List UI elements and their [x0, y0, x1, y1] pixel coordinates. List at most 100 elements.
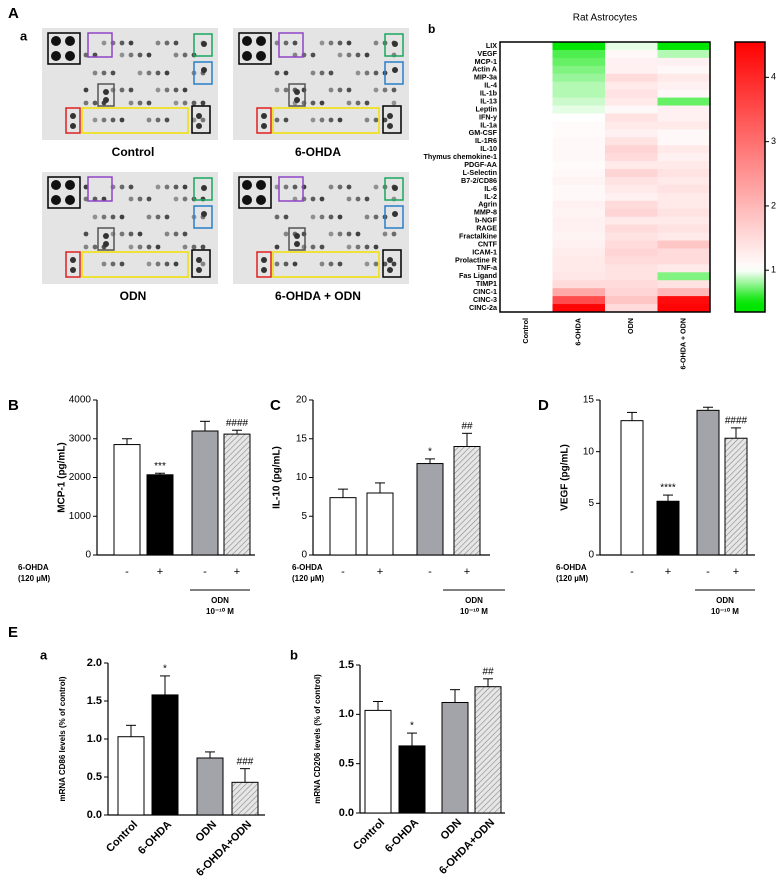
bar [196, 757, 224, 816]
blot-spot [173, 184, 179, 190]
y-tick-label: 4000 [69, 395, 92, 406]
blot-spot [119, 117, 125, 123]
colorbar-tick-label: 1 [771, 265, 776, 275]
blot-spot [128, 87, 134, 93]
blot-spot [292, 196, 298, 202]
heatmap-cell [657, 208, 711, 218]
blot-spot [200, 117, 206, 123]
blot-spot [274, 87, 280, 93]
blot-spot [283, 184, 289, 190]
x-tick-label: + [234, 566, 240, 578]
bar [117, 736, 145, 816]
x-tick-label: Control [351, 817, 387, 853]
heatmap-cell [605, 216, 658, 226]
blot-images [42, 28, 409, 284]
blot-spot [355, 244, 361, 250]
heatmap-cell [552, 73, 606, 83]
heatmap-cell [657, 240, 711, 249]
row-label: Fractalkine [459, 231, 497, 240]
heatmap-cell [500, 256, 553, 265]
blot-spot [328, 70, 334, 76]
bar [366, 492, 394, 556]
blot-spot [201, 67, 207, 73]
blot-spot [387, 123, 393, 129]
row-label: IL-1b [480, 89, 498, 98]
y-tick-label: 0.5 [87, 771, 102, 783]
x-tick-label: 6-OHDA [136, 819, 174, 857]
blot-spot [346, 52, 352, 58]
heatmap-cell [657, 288, 711, 297]
blot-label: Control [112, 145, 155, 159]
blot-spot [128, 231, 134, 237]
x-tick-label: - [706, 566, 710, 578]
y-tick-label: 15 [583, 395, 595, 406]
heatmap-cell [657, 57, 711, 67]
blot-box [288, 227, 306, 251]
blot-spot [65, 180, 75, 190]
blot-spot [155, 184, 161, 190]
y-tick-label: 0 [588, 550, 594, 561]
heatmap-cell [605, 81, 658, 91]
blot-spot [274, 40, 280, 46]
heatmap-cell [552, 65, 606, 75]
heatmap-cell [500, 216, 553, 226]
blot-spot [337, 231, 343, 237]
blot-spot [274, 70, 280, 76]
heatmap-cell [605, 42, 658, 51]
blot-spot [261, 257, 267, 263]
blot-spot [256, 51, 266, 61]
row-label: Fas Ligand [459, 271, 497, 280]
blot-spot [355, 231, 361, 237]
blot-spot [137, 100, 143, 106]
blot-spot [256, 180, 266, 190]
heatmap-cell [605, 304, 658, 313]
x-tick-label: + [733, 566, 739, 578]
blot-box [97, 227, 115, 251]
blot-spot [346, 231, 352, 237]
blot-spot [51, 180, 61, 190]
heatmap-cell [500, 200, 553, 210]
heatmap-cell [500, 192, 553, 202]
heatmap-cell [657, 177, 711, 186]
blot-spot [364, 261, 370, 267]
y-tick-label: 1000 [69, 511, 92, 522]
colorbar-tick-label: 4 [771, 72, 776, 82]
heatmap-cell [500, 240, 553, 249]
row-label: L-Selectin [463, 168, 497, 177]
blot-spot [155, 214, 161, 220]
blot-spot [310, 70, 316, 76]
heatmap-cell [552, 57, 606, 67]
blot-spot [155, 40, 161, 46]
heatmap-cell [605, 153, 658, 162]
blot-spot [110, 214, 116, 220]
panel-label: a [20, 28, 28, 43]
heatmap-cell [657, 65, 711, 75]
heatmap-cell [657, 49, 711, 59]
heatmap-cell [605, 184, 658, 194]
blot-spot [346, 87, 352, 93]
blot-spot [373, 184, 379, 190]
blot-spot [292, 184, 298, 190]
heatmap-cell [605, 129, 658, 138]
x-tick-label: - [630, 566, 634, 578]
heatmap-cell [605, 161, 658, 170]
heatmap-cell [500, 65, 553, 75]
blot-spot [110, 261, 116, 267]
blot-spot [310, 244, 316, 250]
blot-spot [346, 196, 352, 202]
x-tick-label: + [665, 566, 671, 578]
blot-spot [337, 261, 343, 267]
blot-spot [119, 231, 125, 237]
blot-spot [346, 184, 352, 190]
blot-spot [83, 100, 89, 106]
heatmap-cell [500, 232, 553, 241]
blot-spot [119, 87, 125, 93]
heatmap-cell [500, 81, 553, 91]
blot-spot [191, 100, 197, 106]
y-axis-label: mRNA CD86 levels (% of control) [58, 676, 67, 801]
column-label: 6-OHDA [574, 318, 583, 346]
x-tick-label: Control [104, 819, 140, 855]
row-label: IL-2 [484, 192, 497, 201]
blot-spot [373, 117, 379, 123]
blot-box [193, 61, 213, 85]
